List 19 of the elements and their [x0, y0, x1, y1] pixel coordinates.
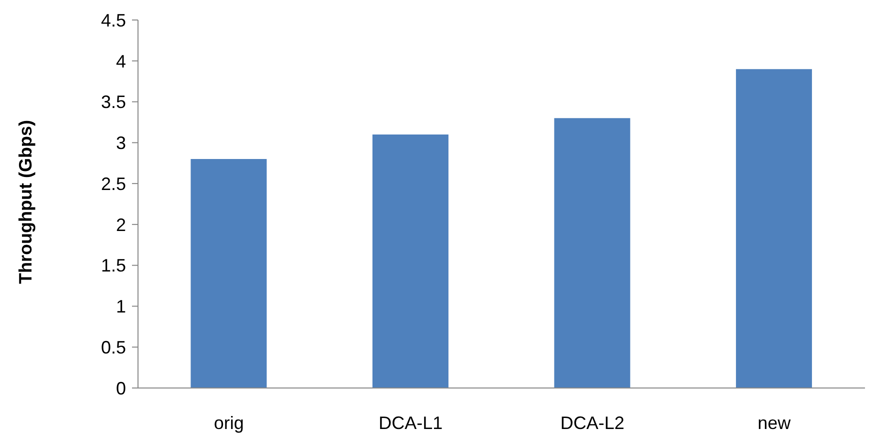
x-tick-label: DCA-L2: [560, 412, 624, 433]
y-tick-label: 1: [116, 296, 126, 317]
y-tick-label: 0.5: [100, 338, 126, 358]
x-tick-label: DCA-L1: [378, 412, 443, 433]
y-tick-label: 2: [116, 214, 126, 235]
x-tick-label: new: [758, 412, 792, 433]
y-tick-label: 3: [116, 133, 126, 154]
y-tick-label: 2.5: [100, 174, 126, 194]
y-tick-label: 3.5: [100, 92, 126, 112]
y-axis-title: Throughput (Gbps): [15, 120, 36, 284]
y-tick-label: 1.5: [100, 256, 126, 276]
y-tick-label: 4.5: [100, 10, 126, 30]
x-tick-label: orig: [214, 412, 244, 433]
bar: [554, 118, 630, 388]
bar: [372, 134, 448, 388]
y-tick-label: 0: [116, 378, 126, 398]
bar: [736, 69, 812, 388]
bar: [190, 159, 267, 388]
y-tick-label: 4: [116, 51, 126, 72]
